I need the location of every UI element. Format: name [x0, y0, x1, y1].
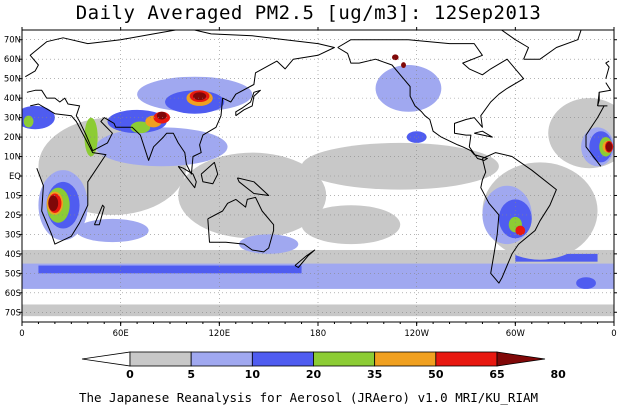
colorbar: 0 5 10 20 35 50 65 80: [81, 351, 567, 381]
chart-title: Daily Averaged PM2.5 [ug/m3]: 12Sep2013: [75, 2, 542, 24]
coastline-12: [500, 30, 582, 60]
lat-tick-label-11: 40S: [5, 250, 21, 260]
lon-tick-label-4: 120W: [404, 329, 429, 339]
concentration-patch-21: [406, 131, 427, 143]
coastline-14: [474, 130, 493, 138]
lat-tick-label-2: 50N: [4, 75, 21, 85]
coastline-13: [605, 60, 610, 79]
coastline-2: [597, 92, 600, 107]
lat-tick-label-0: 70N: [4, 36, 21, 46]
colorbar-swatch-2: [251, 351, 314, 367]
concentration-patch-20: [576, 277, 596, 289]
colorbar-label-5: 50: [428, 368, 444, 381]
concentration-patch-13: [375, 65, 442, 112]
concentration-patch-23: [84, 117, 98, 157]
coastlines: [25, 30, 612, 284]
longitude-axis: 0 60E 120E 180 120W 60W 0: [19, 27, 617, 339]
concentration-patch-42: [401, 62, 406, 68]
lat-tick-label-9: 20S: [5, 211, 21, 221]
colorbar-swatch-5: [435, 351, 498, 367]
coastline-6: [200, 161, 219, 185]
concentration-patch-9: [76, 218, 149, 243]
latitude-axis: 70N 60N 50N 40N 30N 20N 10N EQ 10S 20S 30S 40S 50S 60…: [4, 36, 617, 318]
lat-tick-label-12: 50S: [5, 269, 21, 279]
concentration-patch-25: [23, 115, 34, 128]
lat-tick-label-5: 20N: [4, 133, 21, 143]
lon-tick-label-3: 180: [310, 329, 326, 339]
colorbar-label-4: 35: [367, 368, 382, 381]
concentration-band-4: [38, 265, 302, 274]
colorbar-label-7: 80: [551, 368, 567, 381]
concentration-patch-2: [301, 142, 499, 190]
colorbar-swatch-3: [313, 351, 376, 367]
lat-tick-label-14: 70S: [5, 308, 21, 318]
colorbar-label-2: 10: [245, 368, 261, 381]
concentration-patch-37: [48, 195, 59, 212]
coastline-11: [480, 152, 557, 284]
colorbar-label-0: 0: [126, 368, 134, 381]
colorbar-swatch-0: [129, 351, 192, 367]
coastline-0: [30, 103, 605, 245]
colorbar-label-3: 20: [306, 368, 322, 381]
coastline-3: [235, 89, 261, 117]
lon-tick-label-5: 60W: [506, 329, 526, 339]
lat-tick-label-6: 10N: [4, 153, 21, 163]
concentration-patch-10: [239, 234, 299, 254]
coastline-5: [177, 165, 197, 189]
coastline-9: [93, 204, 105, 226]
colorbar-swatch-4: [374, 351, 437, 367]
colorbar-arrow-high: [496, 351, 546, 367]
concentration-patch-41: [392, 54, 399, 61]
lat-tick-label-8: 10S: [5, 191, 21, 201]
lon-tick-label-1: 60E: [113, 329, 129, 339]
concentration-patch-38: [156, 111, 167, 120]
pm25-field-layer: [22, 54, 614, 317]
lat-tick-label-1: 60N: [4, 55, 21, 65]
lat-tick-label-3: 40N: [4, 94, 21, 104]
lon-tick-label-0: 0: [19, 329, 24, 339]
concentration-patch-1: [178, 152, 327, 239]
colorbar-label-1: 5: [187, 368, 195, 381]
lon-tick-label-6: 0: [611, 329, 616, 339]
gridlines: [22, 30, 614, 322]
concentration-patch-39: [193, 92, 207, 101]
lat-tick-label-7: EQ: [9, 172, 21, 182]
colorbar-swatch-1: [190, 351, 253, 367]
credit-line: The Japanese Reanalysis for Aerosol (JRA…: [78, 390, 539, 405]
lat-tick-label-4: 30N: [4, 114, 21, 124]
concentration-patch-6: [95, 127, 228, 167]
coastline-7: [236, 177, 270, 196]
lat-tick-label-13: 60S: [5, 289, 21, 299]
colorbar-arrow-low: [81, 351, 131, 367]
coastline-4: [207, 196, 275, 253]
concentration-patch-40: [605, 141, 613, 152]
concentration-patch-36: [515, 225, 526, 236]
lon-tick-label-2: 120E: [209, 329, 231, 339]
concentration-patch-4: [301, 205, 401, 245]
concentration-band-5: [515, 253, 598, 262]
coastline-8: [294, 249, 316, 268]
lat-tick-label-10: 30S: [5, 230, 21, 240]
coastline-10: [337, 39, 525, 161]
coastline-1: [25, 30, 612, 175]
colorbar-label-6: 65: [489, 368, 504, 381]
